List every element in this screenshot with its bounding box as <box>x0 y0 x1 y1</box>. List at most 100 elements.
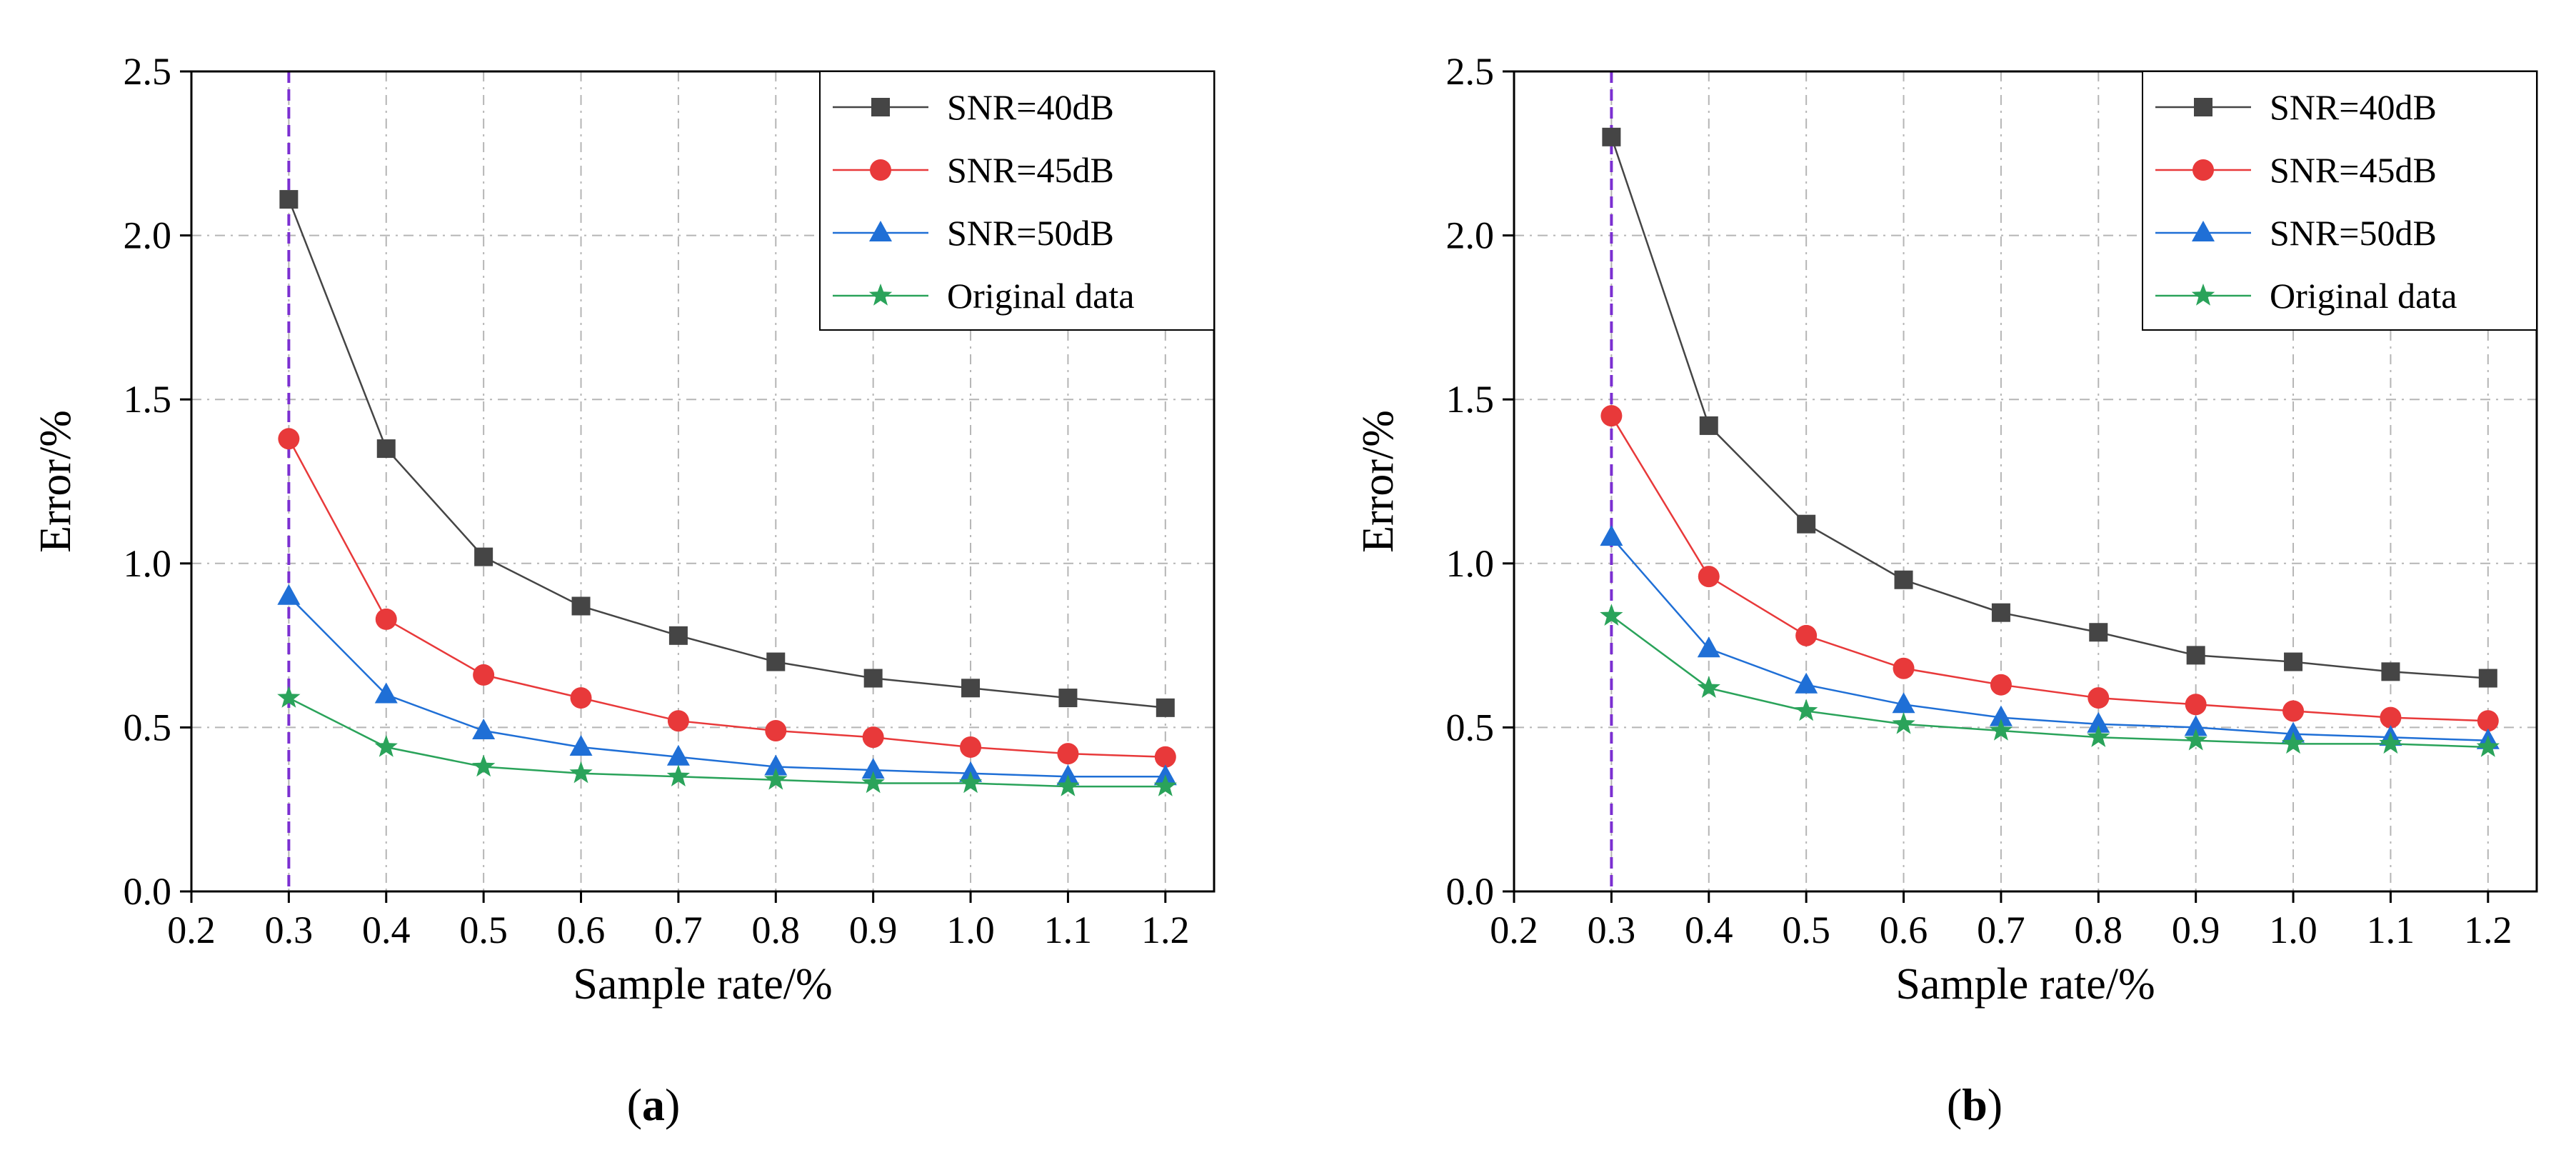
legend-item: Original data <box>2155 276 2457 316</box>
data-point <box>570 687 592 709</box>
data-point <box>374 682 398 704</box>
data-point <box>1991 603 2010 622</box>
data-point <box>1600 525 1623 546</box>
y-tick-label: 1.0 <box>1446 542 1495 585</box>
panel-caption: (a) <box>627 1079 681 1130</box>
legend-marker <box>2191 284 2215 306</box>
data-point <box>1893 657 1915 679</box>
data-point <box>2186 646 2205 665</box>
data-point <box>2089 623 2108 642</box>
x-tick-label: 0.5 <box>459 909 508 951</box>
data-point <box>1699 416 1718 435</box>
data-point <box>2185 694 2207 716</box>
data-point <box>861 758 885 779</box>
y-tick-label: 1.5 <box>1446 378 1495 421</box>
data-point <box>571 596 591 616</box>
x-tick-label: 0.4 <box>362 909 411 951</box>
data-point <box>2476 735 2500 757</box>
x-tick-label: 1.2 <box>1141 909 1190 951</box>
panel-caption-letter: a <box>642 1079 665 1130</box>
x-tick-label: 0.4 <box>1685 909 1733 951</box>
x-tick-label: 0.8 <box>2075 909 2123 951</box>
data-point <box>2380 706 2402 729</box>
data-point <box>1892 692 1915 714</box>
series-line <box>288 438 1166 758</box>
data-point <box>2087 711 2110 733</box>
axes-frame <box>1513 70 2538 893</box>
y-tick-label: 0.0 <box>124 870 172 913</box>
x-tick-label: 0.7 <box>654 909 703 951</box>
series-line <box>1610 415 2488 722</box>
legend-item: SNR=40dB <box>2155 87 2437 127</box>
data-point <box>1795 672 1818 694</box>
data-point <box>1602 127 1621 146</box>
x-tick-label: 1.0 <box>946 909 995 951</box>
series-line <box>1610 136 2488 679</box>
y-tick-label: 2.0 <box>124 214 172 257</box>
legend-marker <box>870 159 891 181</box>
data-point <box>862 726 884 749</box>
legend-label: SNR=50dB <box>2270 213 2437 253</box>
data-point <box>1156 698 1175 717</box>
y-tick-label: 0.0 <box>1446 870 1495 913</box>
legend-label: Original data <box>2270 276 2457 316</box>
data-point <box>2087 725 2110 747</box>
data-point <box>1892 711 1915 734</box>
x-tick-label: 1.2 <box>2464 909 2512 951</box>
y-tick-label: 0.5 <box>1446 706 1495 749</box>
data-point <box>2477 710 2499 732</box>
data-point <box>1697 676 1720 698</box>
data-point <box>472 754 496 777</box>
x-axis-title: Sample rate/% <box>573 960 832 1009</box>
x-tick-label: 0.9 <box>849 909 898 951</box>
data-point <box>279 190 299 209</box>
data-point <box>960 736 982 758</box>
y-tick-label: 0.5 <box>124 706 172 749</box>
data-point <box>666 764 691 786</box>
data-point <box>277 686 301 708</box>
data-point <box>668 626 688 645</box>
data-point <box>1057 743 1079 765</box>
legend: SNR=40dB SNR=45dB SNR=50dB Original data <box>2142 71 2537 331</box>
legend-item: SNR=45dB <box>2155 150 2437 190</box>
data-point <box>2184 715 2207 736</box>
data-point <box>1795 699 1818 721</box>
legend-label: SNR=45dB <box>2270 150 2437 190</box>
data-point <box>569 761 593 784</box>
data-point <box>1058 689 1078 708</box>
data-point <box>1600 604 1623 626</box>
data-point <box>1154 746 1176 768</box>
data-point <box>764 767 788 790</box>
data-point <box>1056 774 1080 796</box>
data-point <box>277 584 301 605</box>
legend-item: SNR=40dB <box>833 87 1114 127</box>
legend-marker <box>2192 159 2214 181</box>
data-point <box>861 771 885 794</box>
panel-caption: (b) <box>1947 1079 2003 1130</box>
series-line <box>1610 536 2488 742</box>
legend-marker <box>2194 98 2212 116</box>
data-point <box>1697 636 1720 658</box>
legend-label: SNR=40dB <box>2270 87 2437 127</box>
data-point <box>1989 719 2013 741</box>
data-point <box>764 754 788 776</box>
data-point <box>1797 514 1816 534</box>
data-point <box>1600 405 1623 427</box>
panel-caption-letter: b <box>1962 1079 1988 1130</box>
data-point <box>474 547 493 566</box>
x-axis-title: Sample rate/% <box>1895 960 2155 1009</box>
data-point <box>1698 566 1720 588</box>
chart-panel-a: 0.2 0.3 0.4 0.5 0.6 0.7 0.8 0.9 1.0 1.1 1.2 0.0 0.5 1… <box>31 50 1216 1130</box>
legend-label: SNR=40dB <box>947 87 1114 127</box>
data-point <box>1795 624 1818 646</box>
series-line <box>1610 615 2488 749</box>
legend-item: SNR=50dB <box>2155 213 2437 253</box>
data-point <box>1153 774 1177 796</box>
data-point <box>1990 674 2012 696</box>
data-point <box>765 719 787 741</box>
data-point <box>569 734 593 756</box>
data-point <box>2282 700 2305 722</box>
x-tick-label: 1.0 <box>2269 909 2317 951</box>
data-point <box>1989 705 2013 726</box>
